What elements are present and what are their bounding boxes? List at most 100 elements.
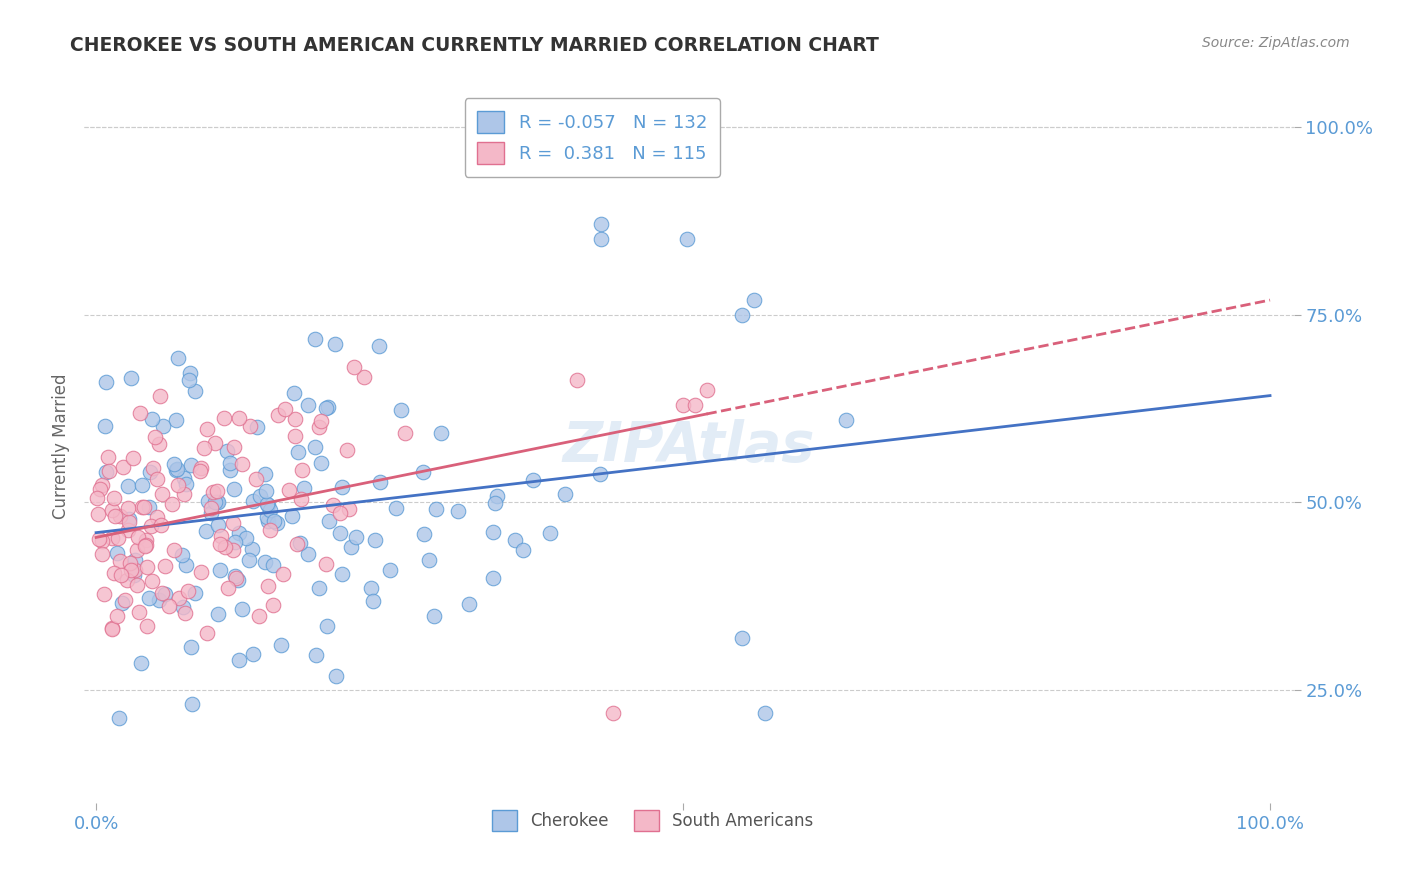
Point — [108, 508, 131, 523]
Point — [173, 487, 195, 501]
Point — [173, 470, 195, 484]
Point — [447, 504, 470, 518]
Point — [228, 526, 250, 541]
Point — [167, 591, 190, 605]
Point — [110, 596, 132, 610]
Point — [152, 586, 174, 600]
Point — [297, 398, 319, 412]
Point — [683, 398, 706, 412]
Point — [309, 456, 332, 470]
Point — [207, 518, 229, 533]
Point — [172, 599, 194, 614]
Point — [323, 337, 346, 351]
Point — [368, 475, 391, 489]
Point — [101, 622, 124, 636]
Point — [249, 608, 271, 623]
Point — [225, 571, 247, 585]
Point — [194, 524, 217, 538]
Point — [253, 467, 276, 482]
Point — [731, 631, 754, 645]
Point — [148, 592, 170, 607]
Point — [262, 558, 284, 572]
Point — [176, 584, 198, 599]
Point — [308, 581, 330, 595]
Point — [368, 339, 391, 353]
Point — [835, 413, 858, 427]
Point — [153, 587, 176, 601]
Point — [256, 497, 278, 511]
Point — [188, 464, 211, 478]
Point — [108, 711, 131, 725]
Point — [124, 552, 146, 566]
Point — [201, 484, 224, 499]
Point — [343, 360, 366, 375]
Point — [315, 557, 337, 571]
Point — [209, 537, 232, 551]
Point — [138, 500, 160, 514]
Point — [385, 501, 408, 516]
Point — [308, 420, 330, 434]
Point — [224, 483, 246, 497]
Point — [117, 512, 139, 526]
Point — [430, 425, 453, 440]
Point — [257, 498, 280, 512]
Point — [190, 460, 212, 475]
Point — [254, 484, 277, 499]
Point — [87, 532, 110, 546]
Point — [87, 507, 110, 521]
Point — [696, 383, 718, 397]
Point — [316, 400, 339, 414]
Point — [138, 591, 160, 605]
Point — [134, 539, 156, 553]
Point — [337, 502, 360, 516]
Point — [110, 568, 132, 582]
Point — [412, 527, 434, 541]
Point — [131, 500, 153, 514]
Point — [271, 567, 294, 582]
Point — [322, 498, 344, 512]
Point — [318, 514, 340, 528]
Point — [325, 669, 347, 683]
Point — [91, 548, 114, 562]
Point — [117, 501, 139, 516]
Point — [217, 581, 239, 595]
Point — [418, 552, 440, 566]
Point — [118, 515, 141, 529]
Point — [212, 410, 235, 425]
Point — [329, 506, 352, 520]
Point — [589, 218, 612, 232]
Point — [96, 465, 118, 479]
Point — [149, 518, 172, 533]
Point — [103, 491, 125, 505]
Point — [602, 706, 624, 720]
Point — [90, 477, 112, 491]
Point — [146, 509, 169, 524]
Point — [214, 540, 236, 554]
Point — [226, 573, 249, 587]
Point — [675, 232, 697, 246]
Point — [522, 473, 544, 487]
Point — [221, 516, 243, 530]
Point — [141, 519, 163, 533]
Point — [217, 444, 239, 458]
Point — [219, 457, 242, 471]
Point — [344, 530, 367, 544]
Point — [197, 494, 219, 508]
Point — [207, 495, 229, 509]
Point — [222, 542, 245, 557]
Point — [231, 457, 253, 471]
Point — [316, 619, 339, 633]
Point — [141, 574, 163, 588]
Point — [117, 479, 139, 493]
Text: CHEROKEE VS SOUTH AMERICAN CURRENTLY MARRIED CORRELATION CHART: CHEROKEE VS SOUTH AMERICAN CURRENTLY MAR… — [70, 36, 879, 54]
Point — [97, 450, 120, 464]
Point — [565, 373, 588, 387]
Point — [304, 332, 326, 346]
Point — [163, 457, 186, 471]
Point — [224, 569, 246, 583]
Point — [284, 429, 307, 443]
Point — [503, 533, 526, 547]
Point — [731, 308, 754, 322]
Point — [101, 503, 124, 517]
Point — [249, 489, 271, 503]
